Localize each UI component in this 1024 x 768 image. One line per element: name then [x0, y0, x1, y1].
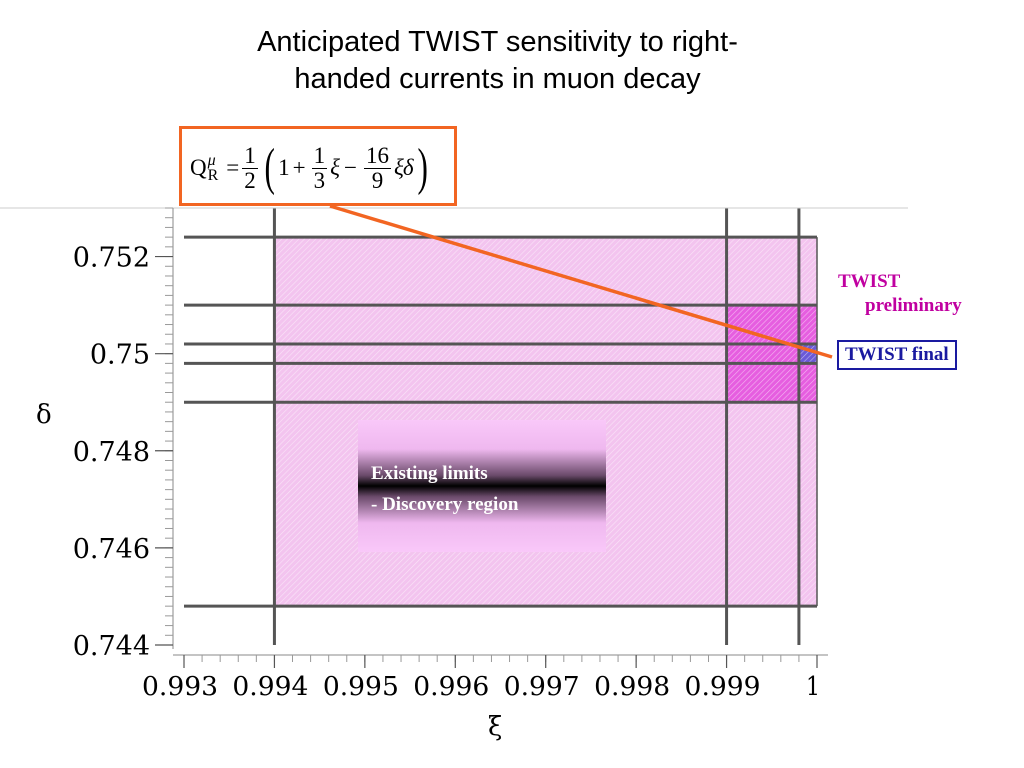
q-r-formula: Q μ R = 1 2 ( 1 + 1 3 ξ − 16 9 ξδ ): [190, 137, 431, 199]
formula-frac3-num: 16: [363, 142, 391, 169]
formula-frac1-num: 1: [242, 142, 258, 169]
y-tick-label: 0.752: [73, 243, 150, 274]
delta-boundary-lines: [184, 235, 817, 608]
callout-layer: [329, 204, 833, 359]
twist-preliminary-line1: TWIST: [838, 271, 901, 292]
formula-open-paren: (: [264, 139, 275, 196]
formula-frac2-num: 1: [311, 142, 328, 169]
formula-lhs-sup: μ: [207, 152, 216, 169]
x-tick-label: 1: [806, 672, 820, 702]
x-tick-label: 0.999: [685, 672, 761, 702]
y-tick-label: 0.746: [73, 534, 150, 565]
x-tick-label: 0.994: [232, 672, 308, 702]
formula-xi-delta: ξδ: [393, 155, 414, 180]
x-tick-label: 0.995: [323, 672, 399, 702]
formula-frac3-den: 9: [371, 167, 384, 193]
formula-callout-line: [329, 204, 833, 359]
y-axis-label: δ: [36, 400, 52, 430]
formula-lhs: Q: [190, 155, 207, 180]
y-tick-label: 0.744: [73, 631, 150, 662]
formula-lhs-sub: R: [207, 167, 219, 184]
formula-plus: +: [292, 155, 306, 180]
existing-limits-box: Existing limits - Discovery region: [358, 420, 606, 552]
page-title: Anticipated TWIST sensitivity to right-h…: [257, 26, 738, 95]
formula-frac1-den: 2: [244, 167, 256, 193]
x-tick-label: 0.998: [594, 672, 670, 702]
existing-limits-line1: Existing limits: [371, 463, 488, 484]
x-tick-label: 0.996: [413, 672, 489, 702]
formula-minus: −: [343, 155, 357, 180]
x-tick-label: 0.997: [504, 672, 580, 702]
formula-box: Q μ R = 1 2 ( 1 + 1 3 ξ − 16 9 ξδ ): [179, 126, 457, 206]
axes-layer: 0.744 0.746 0.748 0.75 0.752 0.993 0.994 0.995 0…: [0, 207, 908, 702]
xi-boundary-lines: [272, 208, 818, 645]
formula-one: 1: [278, 155, 290, 180]
twist-preliminary-line2: preliminary: [865, 295, 962, 316]
formula-close-paren: ): [416, 139, 428, 196]
x-tick-label: 0.993: [142, 672, 218, 702]
y-tick-label: 0.748: [73, 437, 150, 468]
twist-preliminary-label: TWIST preliminary: [838, 270, 962, 318]
formula-frac2-den: 3: [313, 167, 326, 193]
formula-xi: ξ: [330, 155, 340, 180]
x-axis-label: ξ: [488, 712, 503, 742]
twist-final-label: TWIST final: [837, 340, 957, 370]
y-tick-label: 0.75: [90, 340, 150, 371]
existing-limits-line2: - Discovery region: [371, 494, 519, 515]
formula-eq: =: [226, 155, 240, 180]
